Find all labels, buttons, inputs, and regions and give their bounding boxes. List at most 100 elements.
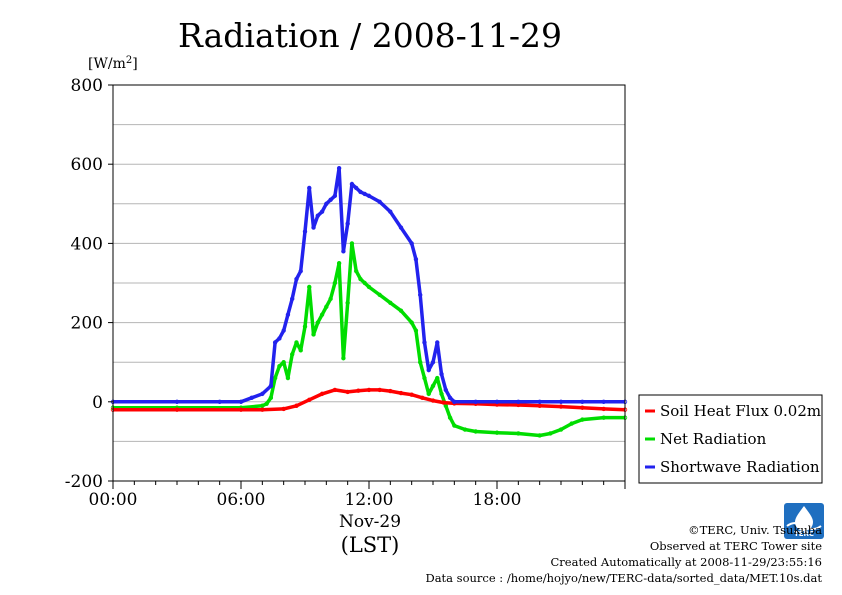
x-tick-label: 18:00 <box>473 490 522 510</box>
data-point <box>435 375 440 381</box>
data-point <box>420 395 425 401</box>
data-point <box>294 340 299 345</box>
data-point <box>439 391 444 397</box>
data-point <box>430 398 436 403</box>
data-point <box>398 225 404 230</box>
data-point <box>324 304 329 309</box>
data-point <box>377 387 382 393</box>
data-point <box>452 423 457 428</box>
legend-label: Net Radiation <box>660 430 767 448</box>
legend-label: Soil Heat Flux 0.02m <box>660 402 821 420</box>
data-point <box>307 185 312 191</box>
terc-logo: TERC <box>784 503 824 539</box>
y-tick-label: -200 <box>65 472 103 492</box>
data-point <box>447 395 453 401</box>
data-point <box>324 201 329 206</box>
data-point <box>569 421 574 426</box>
data-point <box>238 399 244 404</box>
x-axis-date-label: Nov-29 <box>339 512 401 532</box>
data-point <box>366 284 372 290</box>
data-point <box>332 387 338 393</box>
data-point <box>349 241 355 246</box>
data-point <box>601 399 606 404</box>
data-point <box>418 360 423 365</box>
data-point <box>439 371 444 377</box>
data-point <box>356 388 361 393</box>
data-point <box>281 406 286 412</box>
x-tick-label: 00:00 <box>89 490 138 510</box>
data-point <box>558 404 564 409</box>
data-point <box>332 280 338 286</box>
data-point <box>354 268 359 274</box>
data-point <box>294 403 299 408</box>
data-point <box>430 383 436 389</box>
wave-icon <box>786 522 822 530</box>
data-point <box>409 392 414 397</box>
data-point <box>388 209 393 214</box>
data-point <box>311 332 316 337</box>
y-tick-label: 800 <box>71 76 103 96</box>
data-point <box>358 276 363 282</box>
data-point <box>217 399 222 404</box>
data-point <box>307 397 312 403</box>
data-point <box>281 360 286 365</box>
data-point <box>409 241 414 246</box>
data-point <box>430 360 436 365</box>
data-point <box>341 356 346 361</box>
data-point <box>268 395 274 401</box>
data-point <box>277 363 282 369</box>
y-tick-label: 0 <box>92 393 103 413</box>
data-point <box>558 399 564 404</box>
data-point <box>174 407 180 412</box>
axis-ticks: -200 0 200 400 600 800 00:00 06:00 12:00 18:00 <box>65 76 626 510</box>
data-source-text: Data source : /home/hojyo/new/TERC-data/… <box>425 571 822 585</box>
data-point <box>268 383 274 389</box>
y-axis-unit: [W/m2] <box>88 55 138 72</box>
observed-text: Observed at TERC Tower site <box>650 539 822 553</box>
legend-label: Shortwave Radiation <box>660 458 820 476</box>
data-point <box>328 296 333 302</box>
data-point <box>294 276 299 282</box>
data-point <box>580 417 585 422</box>
data-point <box>341 249 346 254</box>
data-point <box>494 430 500 435</box>
x-axis-label: (LST) <box>341 533 400 557</box>
data-point <box>319 391 325 397</box>
data-point <box>362 280 367 286</box>
data-point <box>249 395 254 401</box>
data-point <box>418 292 423 298</box>
data-point <box>601 415 606 420</box>
data-point <box>462 427 468 432</box>
created-text: Created Automatically at 2008-11-29/23:5… <box>551 555 823 569</box>
data-point <box>494 399 500 404</box>
y-tick-label: 400 <box>71 234 103 254</box>
data-point <box>238 407 244 412</box>
copyright-text: ©TERC, Univ. Tsukuba <box>688 523 822 537</box>
logo-text: TERC <box>794 530 814 538</box>
data-point <box>473 429 478 434</box>
y-tick-label: 600 <box>71 155 103 175</box>
series-line-shortwave-radiation <box>113 166 625 404</box>
data-point <box>388 388 393 394</box>
series-line-net-radiation <box>113 241 625 438</box>
data-point <box>422 375 427 381</box>
data-point <box>441 400 446 405</box>
data-point <box>388 300 393 305</box>
data-point <box>413 328 419 333</box>
data-point <box>315 213 320 218</box>
series-line-soil-heat-flux-0-02m <box>113 388 626 412</box>
data-point <box>358 189 363 195</box>
legend-box <box>638 394 823 484</box>
series-layer <box>110 165 628 438</box>
data-point <box>447 415 453 420</box>
data-point <box>307 284 312 290</box>
data-point <box>277 336 282 341</box>
data-point <box>332 193 338 199</box>
data-point <box>580 405 585 410</box>
data-point <box>260 407 265 412</box>
data-point <box>349 181 355 187</box>
data-point <box>319 312 325 317</box>
data-point <box>354 185 359 191</box>
data-point <box>377 199 382 205</box>
